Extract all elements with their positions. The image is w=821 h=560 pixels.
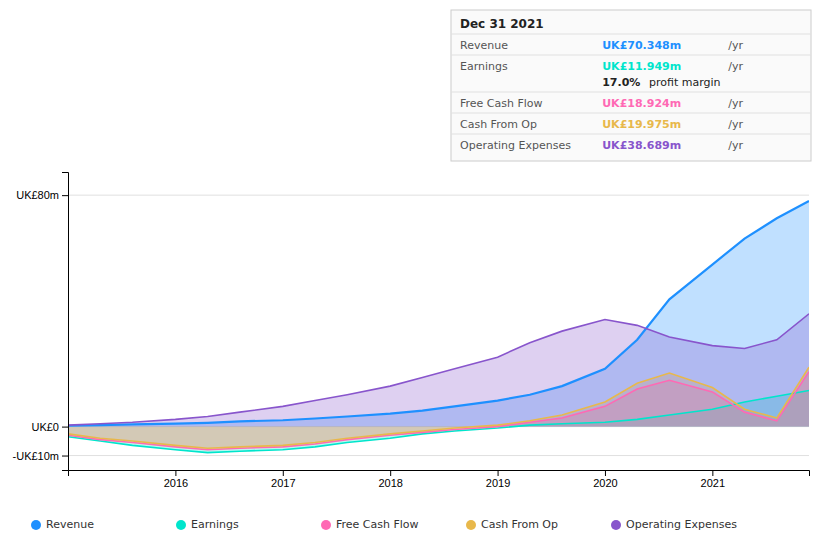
x-tick-mark bbox=[390, 470, 391, 476]
x-tick-label: 2020 bbox=[593, 477, 617, 489]
annotation-text: UK£18.924m bbox=[602, 97, 681, 110]
y-axis-line bbox=[62, 173, 69, 471]
y-tick-mark bbox=[62, 427, 68, 428]
x-tick: 2020 bbox=[593, 470, 617, 489]
y-tick-label: -UK£10m bbox=[13, 450, 59, 462]
annotation-text: UK£70.348m bbox=[602, 39, 681, 52]
legend-swatch bbox=[466, 520, 476, 530]
x-tick: 2019 bbox=[486, 470, 510, 489]
annotation-text: /yr bbox=[728, 139, 743, 152]
x-tick-mark bbox=[498, 470, 499, 476]
x-tick-label: 2018 bbox=[378, 477, 402, 489]
legend-item: Earnings bbox=[176, 518, 239, 531]
y-tick: -UK£10m bbox=[13, 450, 68, 462]
annotation-divider bbox=[451, 134, 811, 135]
area bbox=[68, 314, 809, 427]
annotation-text: Cash From Op bbox=[460, 118, 537, 131]
x-axis: 2016 2017 2018 2019 2020 2021 bbox=[69, 470, 810, 489]
x-tick: 2017 bbox=[271, 470, 295, 489]
x-tick-label: 2016 bbox=[164, 477, 188, 489]
x-tick-mark bbox=[283, 470, 284, 476]
x-tick: 2016 bbox=[164, 470, 188, 489]
legend-label: Cash From Op bbox=[481, 518, 558, 531]
annotation-text: /yr bbox=[728, 60, 743, 73]
annotation-text: Free Cash Flow bbox=[460, 97, 543, 110]
annotation-frame bbox=[451, 10, 811, 161]
legend-label: Revenue bbox=[46, 518, 94, 531]
legend-item: Revenue bbox=[31, 518, 94, 531]
legend-label: Operating Expenses bbox=[626, 518, 737, 531]
legend-swatch bbox=[176, 520, 186, 530]
annotation-text: Revenue bbox=[460, 39, 508, 52]
x-tick-mark bbox=[175, 470, 176, 476]
legend-item: Operating Expenses bbox=[611, 518, 737, 531]
grid bbox=[68, 195, 809, 455]
annotation-box: Dec 31 2021 Revenue UK£70.348m/yr Earnings U… bbox=[451, 10, 811, 161]
x-tick-label: 2017 bbox=[271, 477, 295, 489]
y-tick: UK£0 bbox=[31, 421, 68, 433]
y-tick-mark bbox=[62, 456, 68, 457]
y-tick-mark bbox=[62, 195, 68, 196]
y-tick-label: UK£80m bbox=[16, 189, 59, 201]
x-tick-label: 2019 bbox=[486, 477, 510, 489]
chart: 2016 2017 2018 2019 2020 2021 -UK£10m UK£0 UK£80… bbox=[0, 0, 821, 560]
legend: Revenue Earnings Free Cash Flow Cash From O… bbox=[31, 518, 737, 531]
annotation-divider bbox=[451, 34, 811, 35]
grid-line bbox=[68, 455, 809, 456]
x-tick-mark bbox=[712, 470, 713, 476]
annotation-text: Operating Expenses bbox=[460, 139, 571, 152]
annotation-divider bbox=[451, 113, 811, 114]
annotation-text: /yr bbox=[728, 39, 743, 52]
annotation-text: UK£19.975m bbox=[602, 118, 681, 131]
x-tick-label: 2021 bbox=[701, 477, 725, 489]
line bbox=[68, 390, 809, 452]
legend-swatch bbox=[31, 520, 41, 530]
annotation-text: Earnings bbox=[460, 60, 508, 73]
x-tick-mark bbox=[605, 470, 606, 476]
x-tick: 2018 bbox=[378, 470, 402, 489]
annotation-text: 17.0% bbox=[602, 76, 640, 89]
annotation-title: Dec 31 2021 bbox=[460, 17, 544, 31]
y-tick-label: UK£0 bbox=[31, 421, 59, 433]
y-axis: -UK£10m UK£0 UK£80m bbox=[13, 173, 69, 471]
y-tick: UK£80m bbox=[16, 189, 68, 201]
annotation-text: UK£38.689m bbox=[602, 139, 681, 152]
legend-item: Free Cash Flow bbox=[321, 518, 419, 531]
annotation-divider bbox=[451, 55, 811, 56]
annotation-text: profit margin bbox=[649, 76, 721, 89]
x-tick: 2021 bbox=[701, 470, 725, 489]
line bbox=[68, 367, 809, 448]
grid-line bbox=[68, 195, 809, 196]
marks bbox=[68, 201, 809, 453]
area bbox=[68, 201, 809, 427]
line bbox=[68, 201, 809, 426]
legend-label: Free Cash Flow bbox=[336, 518, 419, 531]
annotation-text: /yr bbox=[728, 97, 743, 110]
legend-label: Earnings bbox=[191, 518, 239, 531]
legend-swatch bbox=[611, 520, 621, 530]
annotation-text: UK£11.949m bbox=[602, 60, 681, 73]
x-axis-line bbox=[69, 471, 810, 477]
line bbox=[68, 314, 809, 425]
plot: 2016 2017 2018 2019 2020 2021 -UK£10m UK£0 UK£80… bbox=[13, 173, 810, 489]
legend-swatch bbox=[321, 520, 331, 530]
annotation-text: /yr bbox=[728, 118, 743, 131]
legend-item: Cash From Op bbox=[466, 518, 558, 531]
annotation-divider bbox=[451, 92, 811, 93]
